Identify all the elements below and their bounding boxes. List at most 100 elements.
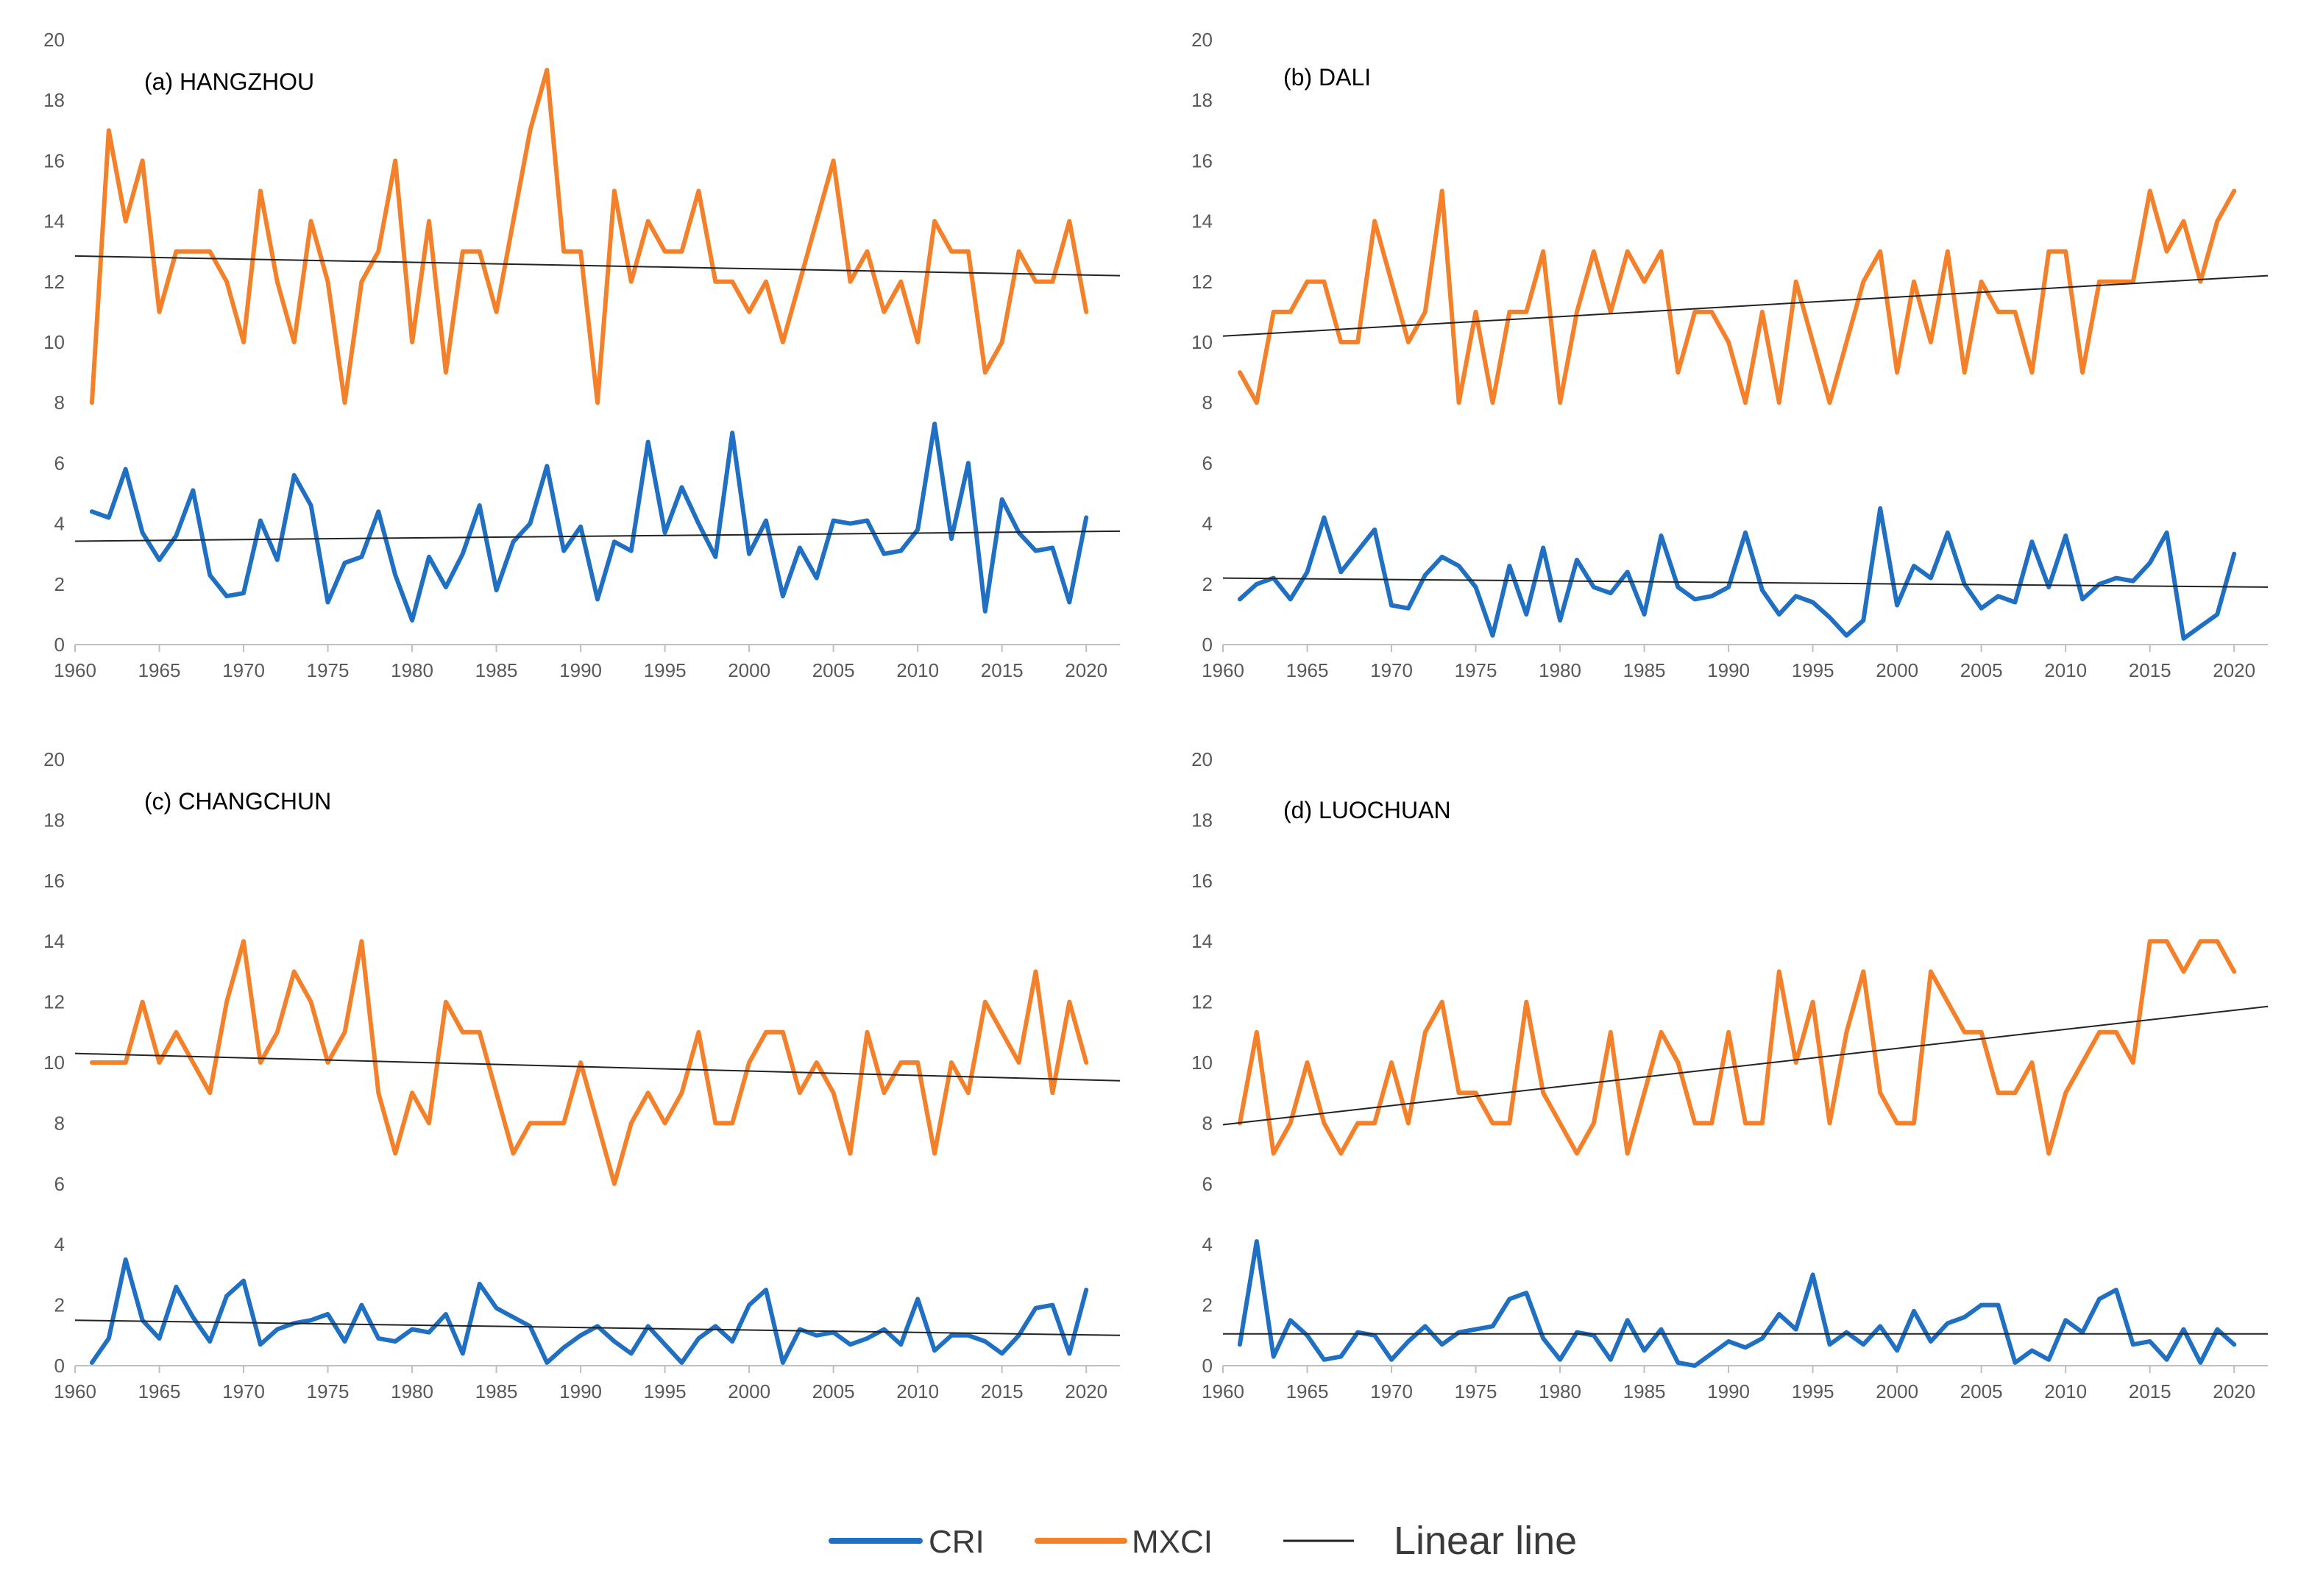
series-mxci-line: [1237, 939, 2237, 1156]
x-tick-label: 1960: [54, 1380, 96, 1402]
x-tick-label: 1975: [1455, 659, 1497, 681]
y-tick-label: 4: [54, 1233, 65, 1255]
x-tick-label: 1990: [559, 1380, 602, 1402]
y-tick-label: 0: [54, 634, 65, 656]
x-tick-label: 1985: [475, 1380, 518, 1402]
x-tick-label: 2015: [2129, 659, 2171, 681]
y-tick-label: 20: [43, 29, 65, 51]
x-tick-label: 2010: [896, 1380, 939, 1402]
x-tick-label: 2000: [728, 659, 770, 681]
y-tick-label: 10: [43, 1051, 65, 1074]
y-tick-label: 20: [1191, 748, 1213, 770]
x-tick-label: 1970: [1370, 1380, 1413, 1402]
y-tick-label: 18: [43, 809, 65, 831]
y-tick-label: 6: [54, 1173, 65, 1195]
y-tick-label: 14: [1191, 930, 1213, 952]
y-tick-label: 16: [1191, 149, 1213, 171]
series-mxci-line: [89, 68, 1089, 405]
y-tick-label: 12: [43, 991, 65, 1013]
series-cri-line: [89, 422, 1089, 623]
x-tick-label: 1970: [222, 1380, 265, 1402]
x-tick-label: 2000: [728, 1380, 770, 1402]
x-tick-label: 1980: [391, 1380, 433, 1402]
y-tick-label: 10: [43, 331, 65, 353]
legend-mxci-label: MXCI: [1132, 1524, 1213, 1560]
cri-linear-line: [74, 530, 1121, 542]
x-tick-label: 1985: [1623, 1380, 1666, 1402]
y-tick-label: 10: [1191, 1051, 1213, 1074]
legend-linear-label: Linear line: [1394, 1519, 1577, 1563]
y-tick-label: 20: [43, 748, 65, 770]
y-tick-label: 18: [1191, 89, 1213, 111]
x-tick-label: 1990: [1707, 1380, 1750, 1402]
mxci-linear-line: [1222, 274, 2269, 337]
y-tick-label: 10: [1191, 331, 1213, 353]
y-tick-label: 2: [1202, 573, 1213, 595]
y-tick-label: 0: [54, 1355, 65, 1377]
x-tick-label: 2010: [2044, 659, 2087, 681]
y-tick-label: 8: [54, 391, 65, 414]
x-tick-label: 1965: [138, 1380, 181, 1402]
y-tick-label: 6: [54, 452, 65, 474]
x-tick-label: 1995: [1792, 1380, 1834, 1402]
x-tick-label: 1980: [391, 659, 433, 681]
panel-luochuan: 0 2 4 6 8 10 12 14 16 18 20 1960 1965 1970 1975 1980 198…: [1191, 748, 2269, 1402]
y-tick-label: 12: [43, 271, 65, 293]
mxci-linear-line: [74, 1052, 1121, 1082]
x-tick-label: 2000: [1876, 1380, 1918, 1402]
y-tick-label: 2: [54, 1294, 65, 1316]
mxci-linear-line: [74, 255, 1121, 277]
x-tick-label: 2020: [2213, 1380, 2255, 1402]
x-tick-label: 2005: [812, 1380, 855, 1402]
x-tick-label: 1965: [1286, 659, 1329, 681]
x-tick-label: 1980: [1539, 659, 1581, 681]
legend-cri-label: CRI: [929, 1524, 985, 1560]
x-tick-label: 1970: [1370, 659, 1413, 681]
x-tick-label: 1965: [1286, 1380, 1329, 1402]
x-tick-label: 1985: [475, 659, 518, 681]
x-tick-label: 2020: [2213, 659, 2255, 681]
y-tick-label: 12: [1191, 271, 1213, 293]
x-tick-label: 1985: [1623, 659, 1666, 681]
panel-hangzhou: 0 2 4 6 8 10 12 14 16 18 20 1960 1965 1970 1975 1980 198…: [43, 29, 1121, 681]
x-tick-label: 2015: [981, 1380, 1024, 1402]
x-tick-label: 2020: [1065, 659, 1107, 681]
x-tick-label: 1960: [1202, 659, 1244, 681]
y-tick-label: 16: [1191, 870, 1213, 892]
series-cri-line: [1237, 1239, 2237, 1368]
x-tick-label: 2020: [1065, 1380, 1107, 1402]
x-tick-label: 1960: [1202, 1380, 1244, 1402]
panel-changchun: 0 2 4 6 8 10 12 14 16 18 20 1960 1965 1970 1975 1980 198…: [43, 748, 1121, 1402]
y-tick-label: 8: [54, 1112, 65, 1134]
y-tick-label: 0: [1202, 1355, 1213, 1377]
y-tick-label: 12: [1191, 991, 1213, 1013]
series-cri-line: [89, 1257, 1089, 1365]
series-mxci-line: [89, 939, 1089, 1186]
cri-linear-line: [1222, 577, 2269, 588]
x-tick-label: 2010: [2044, 1380, 2087, 1402]
y-tick-label: 2: [1202, 1294, 1213, 1316]
panel-title: (c) CHANGCHUN: [144, 788, 331, 815]
x-tick-label: 2015: [2129, 1380, 2171, 1402]
panel-title: (a) HANGZHOU: [144, 68, 314, 95]
y-tick-label: 14: [1191, 210, 1213, 233]
y-tick-label: 8: [1202, 391, 1213, 414]
y-tick-label: 0: [1202, 634, 1213, 656]
cri-linear-line: [74, 1319, 1121, 1336]
y-tick-label: 16: [43, 149, 65, 171]
panel-title: (b) DALI: [1283, 64, 1371, 91]
x-tick-label: 2010: [896, 659, 939, 681]
y-tick-label: 8: [1202, 1112, 1213, 1134]
panel-dali: 0 2 4 6 8 10 12 14 16 18 20 1960 1965 1970 1975 1980 198…: [1191, 29, 2269, 681]
x-tick-label: 1980: [1539, 1380, 1581, 1402]
legend: CRI MXCI Linear line: [829, 1519, 1577, 1563]
series-cri-line: [1237, 506, 2237, 641]
y-tick-label: 14: [43, 930, 65, 952]
y-tick-label: 4: [1202, 513, 1213, 535]
x-tick-label: 1965: [138, 659, 181, 681]
y-tick-label: 2: [54, 573, 65, 595]
y-tick-label: 20: [1191, 29, 1213, 51]
